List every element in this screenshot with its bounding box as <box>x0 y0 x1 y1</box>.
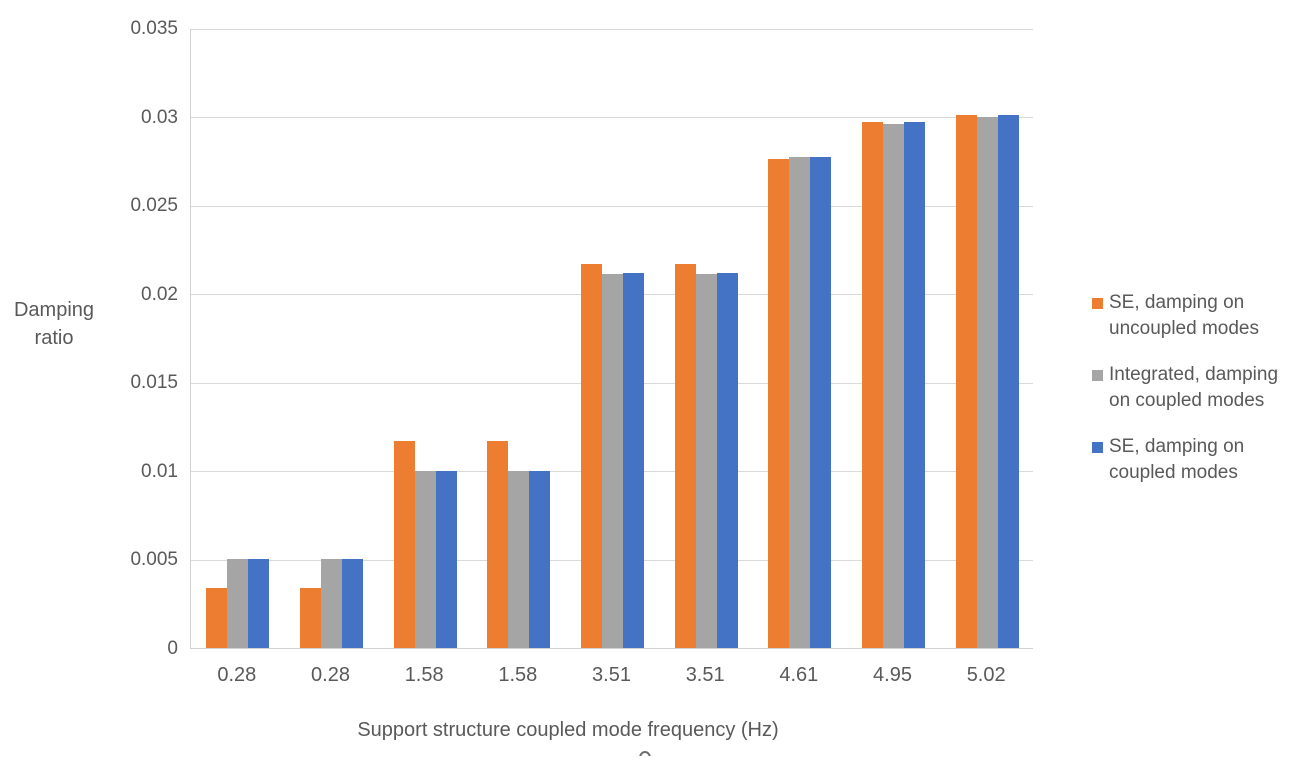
bar <box>320 559 342 648</box>
bar <box>810 157 832 648</box>
bar-group <box>191 29 285 648</box>
x-tick-label: 4.95 <box>873 664 912 686</box>
bar <box>997 114 1019 648</box>
legend-entry: SE, damping on coupled modes <box>1092 434 1292 486</box>
bar <box>580 263 602 648</box>
legend: SE, damping on uncoupled modes Integrated… <box>1092 290 1292 506</box>
y-axis-title: Damping ratio <box>13 299 95 349</box>
bar <box>529 470 551 648</box>
partial-glyph <box>639 751 651 756</box>
y-tick-label: 0.005 <box>130 549 178 571</box>
x-tick-label: 5.02 <box>966 664 1006 686</box>
bar <box>695 274 717 648</box>
bar <box>299 587 321 648</box>
bar <box>341 559 363 648</box>
legend-marker-icon <box>1092 442 1103 453</box>
bar-group <box>378 29 472 648</box>
bar <box>414 470 436 648</box>
y-tick-label: 0.03 <box>141 106 178 128</box>
bar-group <box>847 29 941 648</box>
y-tick-label: 0.01 <box>141 460 178 482</box>
bar <box>248 559 270 648</box>
y-tick-label: 0.02 <box>141 283 178 305</box>
bar <box>206 587 228 648</box>
x-tick-label: 0.28 <box>217 664 257 686</box>
x-tick-label: 1.58 <box>498 664 538 686</box>
bar <box>976 116 998 648</box>
legend-label: SE, damping on uncoupled modes <box>1109 292 1259 339</box>
bar-group <box>659 29 753 648</box>
bar-group <box>285 29 379 648</box>
bar <box>789 157 811 648</box>
legend-entry: SE, damping on uncoupled modes <box>1092 290 1292 342</box>
bar-group <box>566 29 660 648</box>
bar <box>716 272 738 648</box>
legend-label: SE, damping on coupled modes <box>1109 436 1245 483</box>
bar-group <box>753 29 847 648</box>
x-tick-label: 0.28 <box>311 664 350 686</box>
y-tick-label: 0.035 <box>130 18 178 39</box>
bar <box>861 121 883 648</box>
bar <box>903 121 925 648</box>
x-tick-label: 3.51 <box>592 664 631 686</box>
bar <box>674 263 696 648</box>
bar-group <box>472 29 566 648</box>
gridline <box>191 28 1033 30</box>
bar <box>955 114 977 648</box>
bar <box>487 440 509 648</box>
x-axis-title: Support structure coupled mode frequency… <box>357 719 779 741</box>
bar <box>601 274 623 648</box>
legend-marker-icon <box>1092 298 1103 309</box>
bar <box>882 123 904 648</box>
cropped-text-fragment <box>638 751 654 756</box>
x-tick-label: 4.61 <box>779 664 819 686</box>
bar <box>435 470 457 648</box>
bar <box>227 559 249 648</box>
x-tick-label: 3.51 <box>685 664 725 686</box>
x-tick-label: 1.58 <box>404 664 444 686</box>
bar <box>768 159 790 648</box>
bar <box>393 440 415 648</box>
y-tick-label: 0.025 <box>130 195 178 217</box>
gridline <box>191 205 1033 207</box>
y-tick-label: 0.015 <box>130 372 178 394</box>
legend-label: Integrated, damping on coupled modes <box>1109 364 1279 411</box>
legend-entry: Integrated, damping on coupled modes <box>1092 362 1292 414</box>
bar <box>622 272 644 648</box>
bar-group <box>940 29 1034 648</box>
legend-marker-icon <box>1092 370 1103 381</box>
gridline <box>191 117 1033 119</box>
bar <box>508 470 530 648</box>
plot-area <box>190 28 1034 649</box>
y-tick-label: 0 <box>167 638 178 659</box>
